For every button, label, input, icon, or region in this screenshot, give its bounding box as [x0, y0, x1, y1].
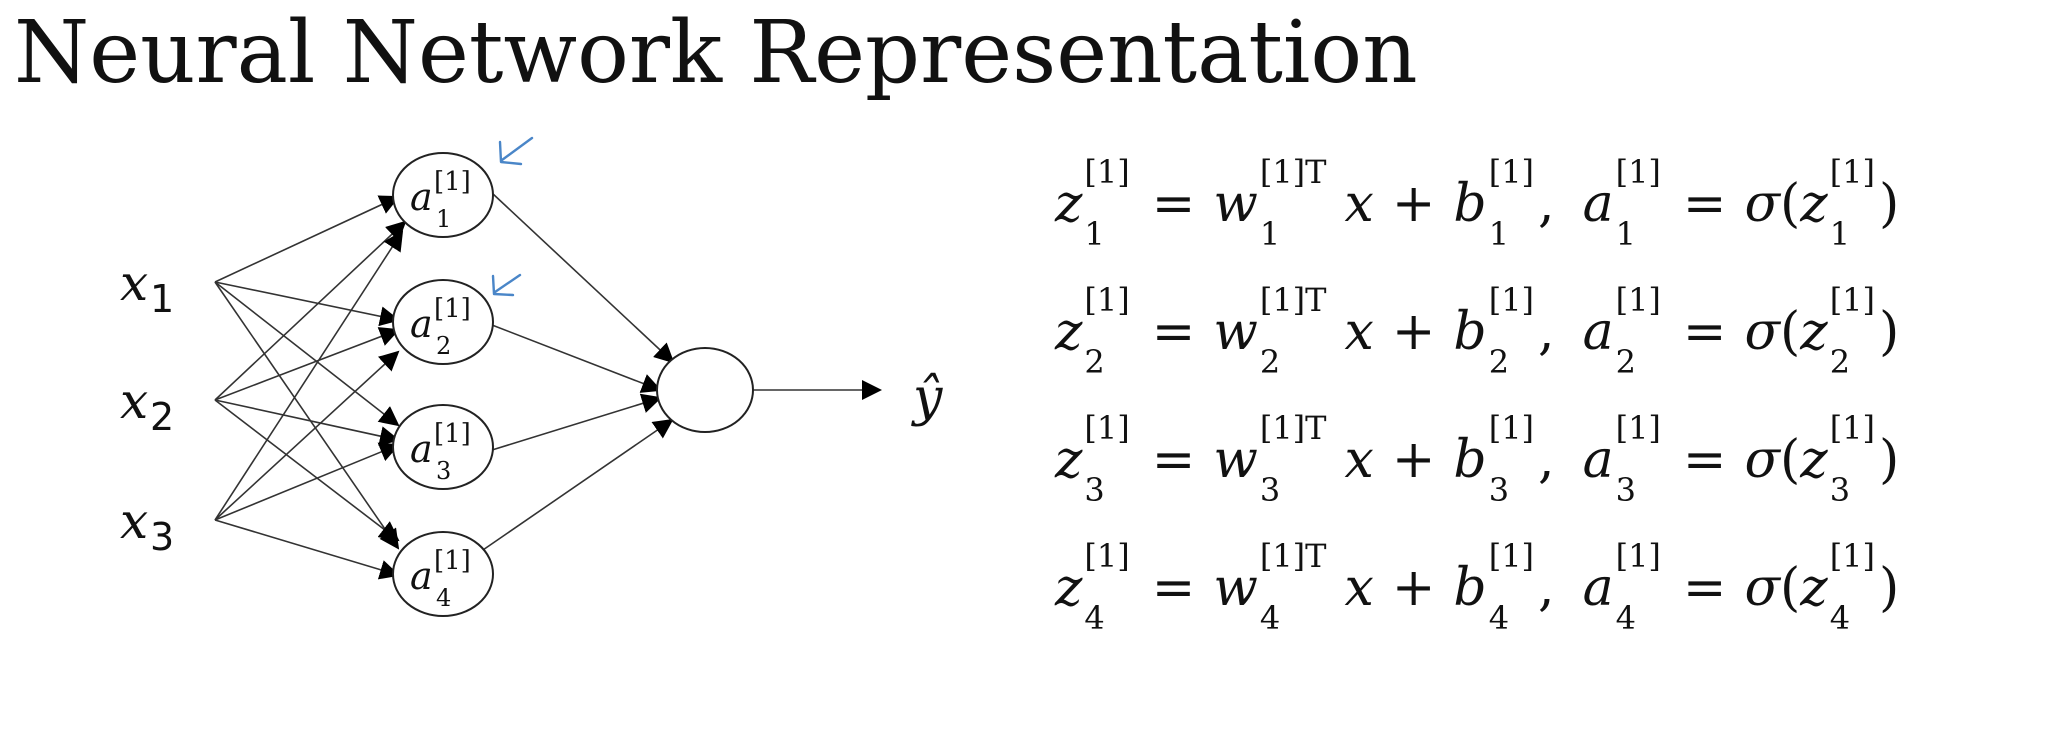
hidden-output-edges — [479, 192, 882, 553]
hidden-node-sup: [1] — [434, 294, 471, 324]
hidden-node-label: a — [410, 427, 433, 471]
hidden-node-sub: 1 — [436, 205, 451, 233]
edge-a3-out — [491, 393, 662, 451]
edge-a1-out — [491, 192, 675, 364]
hidden-node-sub: 2 — [436, 332, 451, 360]
hidden-node-sub: 3 — [436, 457, 451, 485]
edge-x3-a3 — [214, 442, 400, 521]
edge-x3-a2 — [214, 350, 400, 521]
edge-x2-a2 — [214, 327, 400, 401]
svg-text:2: 2 — [150, 395, 174, 439]
input-label-x3: x 3 — [120, 492, 174, 559]
edge-a2-out — [491, 324, 662, 393]
edge-x2-a3 — [214, 399, 400, 446]
hidden-node-3: a [1] 3 — [392, 404, 494, 490]
edge-x3-a4 — [214, 519, 400, 580]
edge-x1-a1 — [214, 195, 400, 283]
input-label-x1: x 1 — [120, 254, 174, 321]
equation-row-1: z [1] 1 = w [1]T 1 x + b [1] 1, a [1] 1 = σ(z [1]… — [1055, 153, 1900, 253]
edge-x1-a4 — [214, 281, 400, 550]
edge-x3-a1 — [214, 230, 404, 521]
svg-text:x: x — [120, 372, 148, 430]
hidden-node-4: a [1] 4 — [392, 531, 494, 617]
edge-x1-a2 — [214, 281, 400, 327]
hidden-node-1: a [1] 1 — [392, 152, 494, 238]
hidden-node-sup: [1] — [434, 167, 471, 197]
equation-row-3: z [1] 3 = w [1]T 3 x + b [1] 3, a [1] 3 = σ(z [1]… — [1055, 409, 1900, 509]
output-label-yhat: ŷ — [911, 368, 943, 428]
edge-x1-a3 — [214, 281, 400, 427]
svg-text:x: x — [120, 492, 148, 550]
slide-title: Neural Network Representation — [14, 3, 1418, 103]
hidden-node-label: a — [410, 175, 433, 219]
input-label-x2: x 2 — [120, 372, 174, 439]
equation-row-2: z [1] 2 = w [1]T 2 x + b [1] 2, a [1] 2 = σ(z [1]… — [1055, 281, 1900, 381]
hidden-node-label: a — [410, 554, 433, 598]
hidden-node-label: a — [410, 302, 433, 346]
svg-text:3: 3 — [150, 515, 174, 559]
svg-text:x: x — [120, 254, 148, 312]
equations-block: z [1] 1 = w [1]T 1 x + b [1] 1, a [1] 1 = σ(z [1]… — [1055, 140, 2015, 652]
input-hidden-edges — [214, 195, 407, 580]
hidden-node-sup: [1] — [434, 546, 471, 576]
equation-row-4: z [1] 4 = w [1]T 4 x + b [1] 4, a [1] 4 = σ(z [1]… — [1055, 537, 1900, 637]
edge-a4-out — [479, 418, 674, 553]
output-node — [656, 347, 754, 433]
edge-x2-a4 — [214, 399, 400, 542]
hidden-node-sup: [1] — [434, 419, 471, 449]
svg-text:1: 1 — [150, 277, 174, 321]
annotation-arrow-icon — [498, 136, 534, 166]
edge-x2-a1 — [214, 220, 407, 401]
hidden-node-sub: 4 — [436, 584, 451, 612]
annotation-arrow-icon — [491, 273, 522, 297]
hidden-node-2: a [1] 2 — [392, 279, 494, 365]
